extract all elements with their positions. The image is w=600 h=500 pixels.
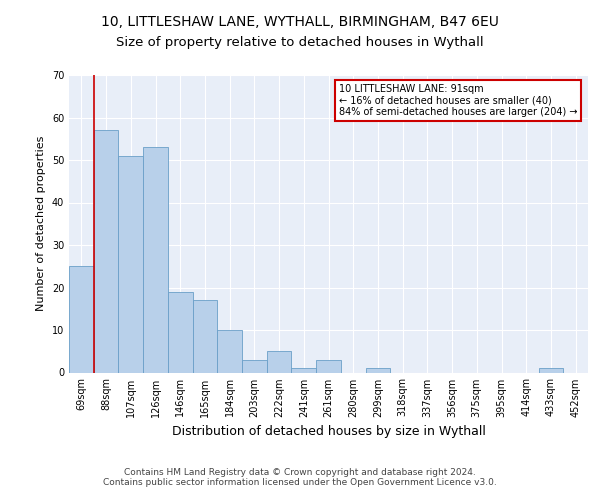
Bar <box>217 330 242 372</box>
Bar <box>118 156 143 372</box>
Text: Size of property relative to detached houses in Wythall: Size of property relative to detached ho… <box>116 36 484 49</box>
Bar <box>365 368 390 372</box>
Bar <box>143 147 168 372</box>
Bar <box>193 300 217 372</box>
Bar <box>94 130 118 372</box>
Text: 10, LITTLESHAW LANE, WYTHALL, BIRMINGHAM, B47 6EU: 10, LITTLESHAW LANE, WYTHALL, BIRMINGHAM… <box>101 16 499 30</box>
Bar <box>316 360 341 372</box>
Text: 10 LITTLESHAW LANE: 91sqm
← 16% of detached houses are smaller (40)
84% of semi-: 10 LITTLESHAW LANE: 91sqm ← 16% of detac… <box>339 84 577 117</box>
Bar <box>539 368 563 372</box>
Text: Contains HM Land Registry data © Crown copyright and database right 2024.
Contai: Contains HM Land Registry data © Crown c… <box>103 468 497 487</box>
X-axis label: Distribution of detached houses by size in Wythall: Distribution of detached houses by size … <box>172 425 485 438</box>
Bar <box>168 292 193 372</box>
Bar <box>267 351 292 372</box>
Bar <box>69 266 94 372</box>
Bar <box>292 368 316 372</box>
Y-axis label: Number of detached properties: Number of detached properties <box>36 136 46 312</box>
Bar <box>242 360 267 372</box>
